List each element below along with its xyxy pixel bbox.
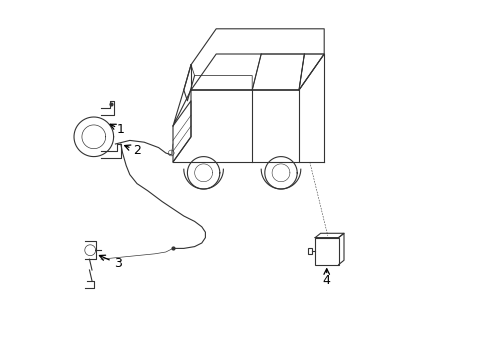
Text: 4: 4 bbox=[323, 274, 331, 287]
Text: 3: 3 bbox=[114, 257, 122, 270]
Text: 1: 1 bbox=[117, 123, 125, 136]
Bar bbox=[308, 248, 312, 254]
Text: 2: 2 bbox=[133, 144, 141, 157]
Bar bbox=[315, 238, 339, 265]
